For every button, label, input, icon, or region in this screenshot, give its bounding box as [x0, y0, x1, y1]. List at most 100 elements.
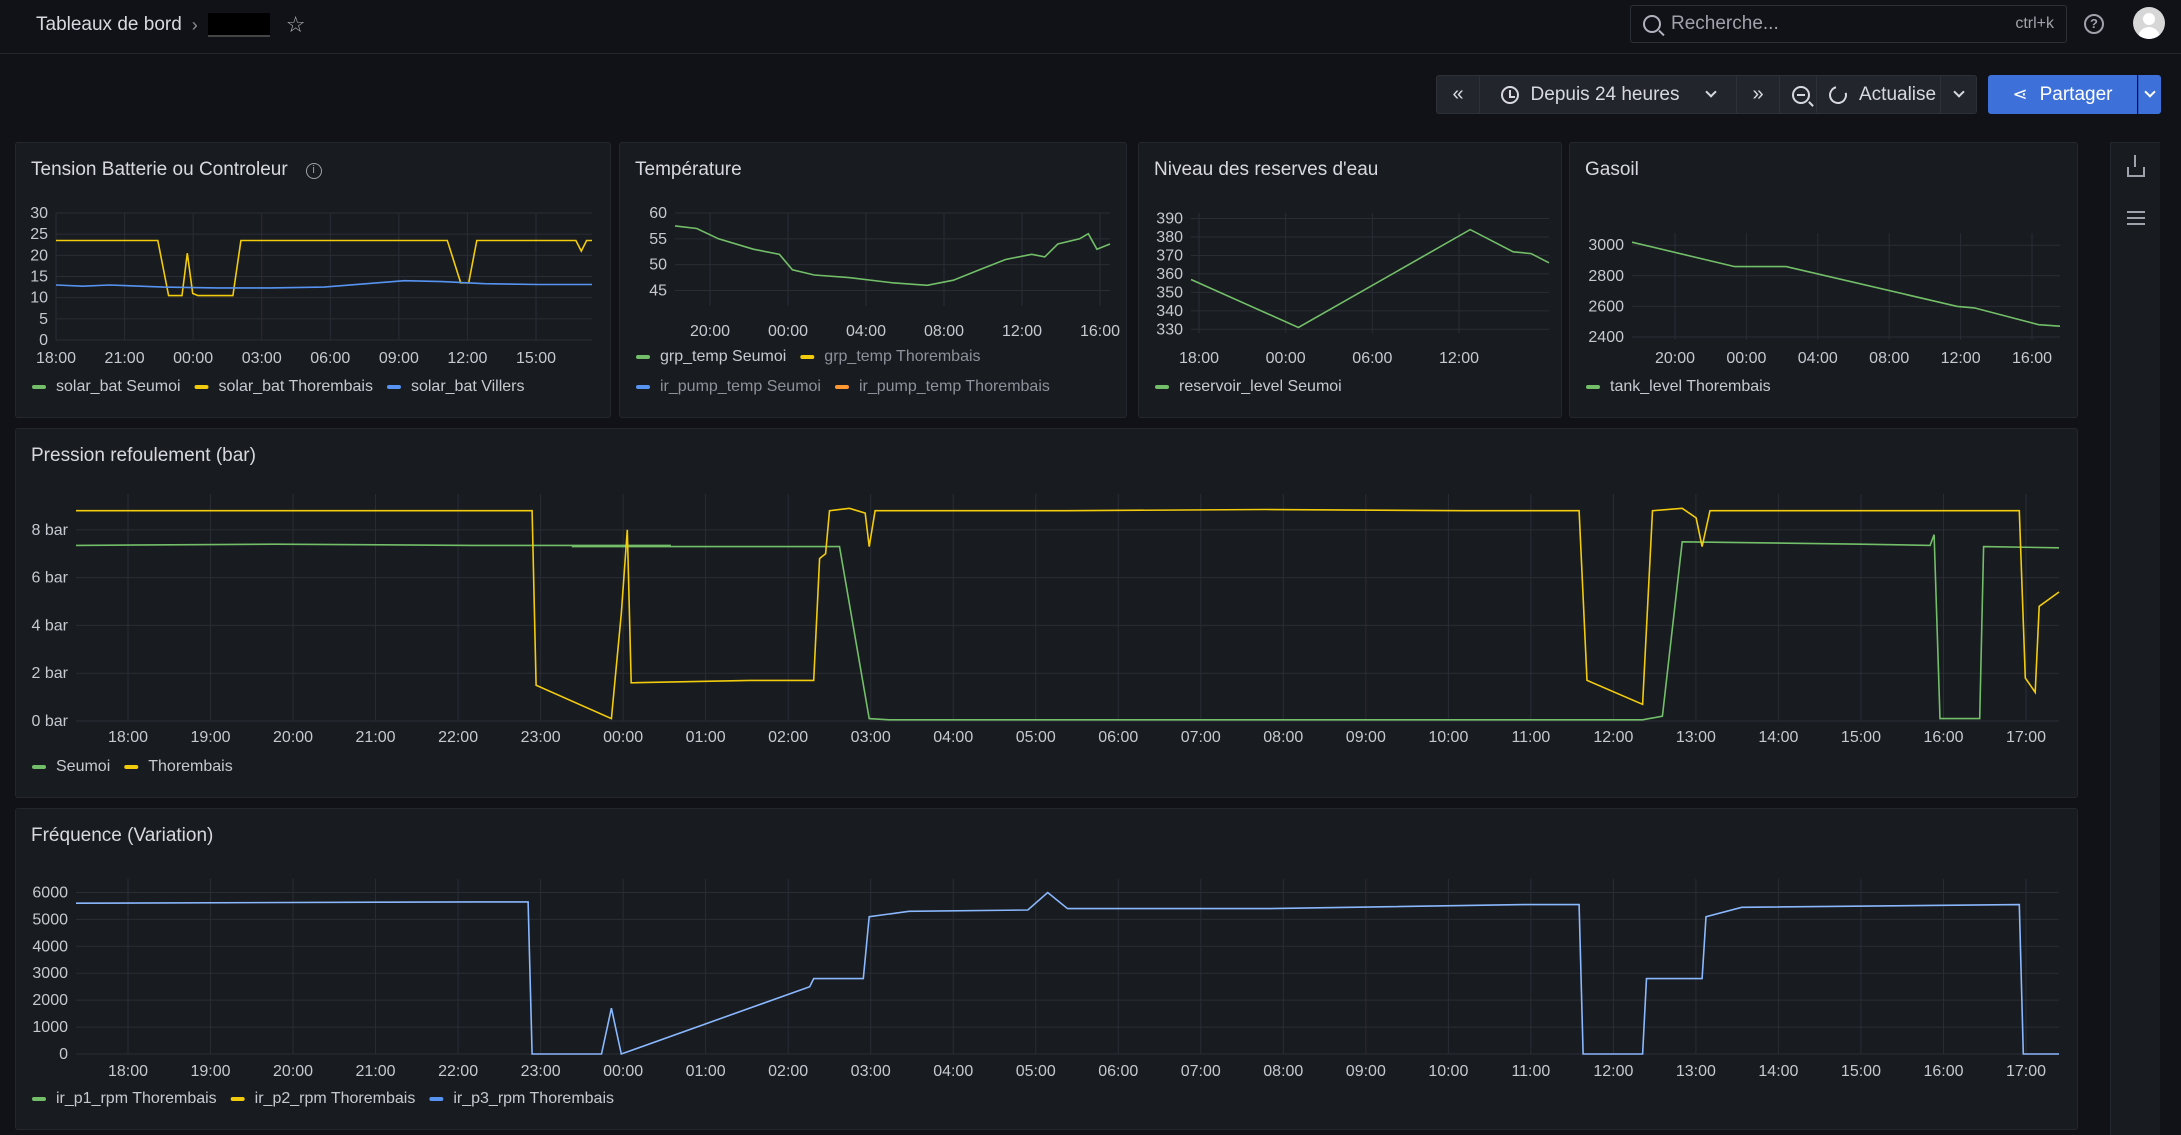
y-tick-label: 60 [649, 205, 667, 222]
series-line[interactable] [56, 239, 592, 297]
x-tick-label: 18:00 [1179, 350, 1219, 367]
x-tick-label: 11:00 [1511, 1063, 1550, 1080]
x-tick-label: 08:00 [924, 323, 964, 340]
x-tick-label: 06:00 [1098, 1063, 1138, 1080]
chart-frequence: 0 1000 2000 3000 4000 5000 6000 18:00 19:00 20:00… [32, 879, 2059, 1107]
y-tick-label: 2400 [1588, 329, 1624, 346]
time-shift-back-button[interactable]: « [1436, 75, 1480, 114]
y-tick-label: 20 [30, 247, 48, 264]
legend-item[interactable]: solar_bat Seumoi [32, 378, 181, 395]
x-tick-label: 19:00 [190, 1063, 230, 1080]
series-line[interactable] [75, 891, 2059, 1056]
legend-item[interactable]: reservoir_level Seumoi [1155, 378, 1342, 395]
x-tick-label: 12:00 [447, 350, 487, 367]
outline-list-icon[interactable] [2127, 211, 2145, 229]
search-box[interactable]: ctrl+k [1630, 5, 2067, 43]
x-tick-label: 13:00 [1676, 729, 1716, 746]
panel-title-pression: Pression refoulement (bar) [31, 445, 256, 466]
x-tick-label: 09:00 [1346, 729, 1386, 746]
series-line[interactable] [55, 279, 592, 289]
search-shortcut-hint: ctrl+k [2015, 15, 2054, 32]
refresh-interval-dropdown[interactable] [1940, 75, 1977, 114]
panel-title-niveau: Niveau des reserves d'eau [1154, 159, 1379, 180]
series-line[interactable] [75, 534, 2060, 721]
search-input[interactable] [1671, 13, 2016, 35]
legend-item[interactable]: Seumoi [32, 758, 110, 775]
y-tick-label: 5000 [32, 911, 68, 928]
x-tick-label: 17:00 [2006, 1063, 2046, 1080]
x-tick-label: 03:00 [851, 1063, 891, 1080]
legend-item[interactable]: Thorembais [124, 758, 233, 775]
x-tick-label: 06:00 [1098, 729, 1138, 746]
legend-item[interactable]: ir_p3_rpm Thorembais [429, 1090, 614, 1107]
legend-item[interactable]: grp_temp Seumoi [636, 348, 786, 365]
panel-frequence[interactable]: Fréquence (Variation) 0 1000 2000 3000 4000 5… [15, 808, 2078, 1130]
legend-item[interactable]: ir_p1_rpm Thorembais [32, 1090, 217, 1107]
breadcrumb: Tableaux de bord › ☆ [36, 12, 306, 38]
right-sidebar [2110, 142, 2160, 1135]
y-tick-label: 6 bar [32, 570, 69, 587]
double-chevron-right-icon: » [1752, 83, 1764, 105]
x-tick-label: 17:00 [2006, 729, 2046, 746]
zoom-out-icon [1792, 85, 1810, 104]
share-button[interactable]: ⋖ Partager [1988, 75, 2137, 114]
panel-temperature[interactable]: Température 45 50 55 60 20:00 00:00 04:00 08:00… [619, 142, 1127, 418]
x-tick-label: 04:00 [846, 323, 886, 340]
x-tick-label: 00:00 [1266, 350, 1306, 367]
x-tick-label: 09:00 [1346, 1063, 1386, 1080]
x-tick-label: 09:00 [379, 350, 419, 367]
series-line[interactable] [1190, 228, 1550, 329]
y-tick-label: 0 bar [32, 713, 69, 730]
share-label: Partager [2039, 83, 2113, 105]
help-icon[interactable]: ? [2084, 14, 2104, 34]
zoom-out-button[interactable] [1779, 75, 1823, 114]
breadcrumb-root-link[interactable]: Tableaux de bord [36, 14, 182, 35]
x-tick-label: 08:00 [1263, 1063, 1303, 1080]
panel-gasoil[interactable]: Gasoil 2400 2600 2800 3000 20:00 00:00 04:00 08… [1569, 142, 2078, 418]
chart-temperature: 45 50 55 60 20:00 00:00 04:00 08:00 12:00 16:00 gr… [636, 205, 1120, 395]
series-line[interactable] [674, 225, 1111, 287]
legend-item[interactable]: grp_temp Thorembais [800, 348, 981, 365]
info-icon[interactable]: i [305, 163, 322, 179]
x-tick-label: 02:00 [768, 729, 808, 746]
legend-item[interactable]: tank_level Thorembais [1586, 378, 1771, 395]
x-tick-label: 15:00 [516, 350, 556, 367]
panel-title-gasoil: Gasoil [1585, 159, 1639, 180]
download-icon[interactable] [2127, 155, 2145, 177]
legend-item[interactable]: ir_p2_rpm Thorembais [230, 1090, 416, 1107]
y-tick-label: 15 [30, 269, 48, 286]
legend-item[interactable]: solar_bat Thorembais [194, 378, 373, 395]
y-tick-label: 10 [30, 290, 48, 307]
x-tick-label: 16:00 [2012, 350, 2052, 367]
panel-title-text: Tension Batterie ou Controleur [31, 159, 288, 180]
time-range-picker[interactable]: Depuis 24 heures [1479, 75, 1737, 114]
legend-item[interactable]: ir_pump_temp Thorembais [834, 378, 1050, 395]
refresh-button[interactable]: Actualise [1816, 75, 1941, 114]
time-shift-forward-button[interactable]: » [1736, 75, 1780, 114]
panel-tension[interactable]: Tension Batterie ou Controleur i 0 5 10 15 20… [15, 142, 611, 418]
x-tick-label: 20:00 [273, 1063, 313, 1080]
legend-item[interactable]: ir_pump_temp Seumoi [636, 378, 821, 395]
y-tick-label: 6000 [32, 884, 68, 901]
x-tick-label: 04:00 [1798, 350, 1838, 367]
legend-label: grp_temp Thorembais [824, 348, 980, 365]
legend-item[interactable]: solar_bat Villers [386, 378, 525, 395]
breadcrumb-separator-icon: › [191, 14, 198, 35]
x-tick-label: 21:00 [356, 729, 396, 746]
star-icon[interactable]: ☆ [285, 12, 306, 37]
chart-tension: 0 5 10 15 20 25 30 18:00 21:00 00:00 03:00 06:00 09:… [30, 205, 592, 395]
breadcrumb-current-dashboard[interactable] [207, 13, 270, 37]
legend-label: ir_p1_rpm Thorembais [56, 1090, 217, 1107]
avatar[interactable] [2133, 7, 2165, 39]
chevron-down-icon [1952, 86, 1965, 98]
share-options-dropdown[interactable] [2138, 75, 2161, 114]
legend-label: ir_p3_rpm Thorembais [453, 1090, 614, 1107]
panel-pression[interactable]: Pression refoulement (bar) 0 bar 2 bar 4 b… [15, 428, 2078, 798]
series-line[interactable] [76, 507, 2060, 720]
panel-niveau[interactable]: Niveau des reserves d'eau 330 340 350 360 37… [1138, 142, 1562, 418]
x-tick-label: 10:00 [1428, 729, 1468, 746]
legend-label: solar_bat Thorembais [219, 378, 373, 395]
series-line[interactable] [1631, 241, 2061, 327]
x-tick-label: 23:00 [521, 1063, 561, 1080]
